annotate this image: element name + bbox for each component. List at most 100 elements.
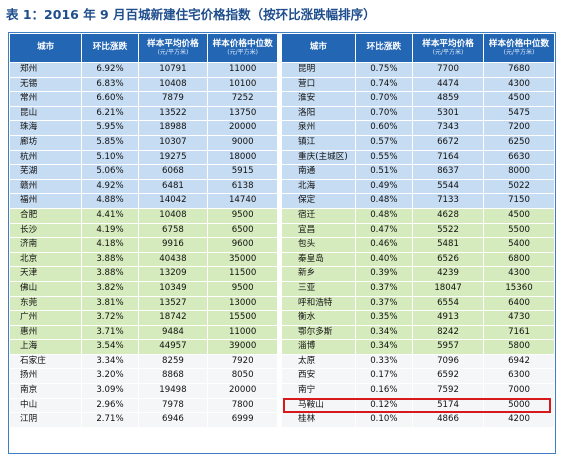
table-row: 桂林 0.10% 4866 4200	[281, 412, 555, 428]
median-price-cell: 13000	[207, 295, 278, 312]
avg-price-cell: 18742	[137, 310, 209, 326]
median-price-cell: 9000	[207, 134, 278, 151]
header-median-price: 样本价格中位数 (元/平方米)	[207, 33, 278, 63]
city-cell: 赣州	[9, 178, 83, 195]
table-row: 鄂尔多斯 0.34% 8242 7161	[281, 324, 555, 341]
table-row: 芜湖 5.06% 6068 5915	[9, 164, 278, 180]
median-price-cell: 5800	[483, 339, 555, 355]
city-cell: 昆明	[281, 62, 356, 78]
table-row: 南通 0.51% 8637 8000	[281, 164, 555, 180]
change-cell: 3.88%	[81, 266, 139, 282]
city-cell: 杭州	[9, 149, 83, 166]
city-cell: 合肥	[9, 207, 83, 224]
avg-price-cell: 19275	[137, 149, 209, 166]
column-divider	[278, 33, 281, 453]
change-cell: 0.47%	[354, 222, 414, 239]
table-row: 新乡 0.39% 4239 4300	[281, 266, 555, 282]
avg-price-cell: 5481	[412, 237, 484, 253]
city-cell: 营口	[281, 76, 356, 93]
city-cell: 洛阳	[281, 105, 356, 122]
avg-price-cell: 7133	[412, 193, 484, 209]
city-cell: 济南	[9, 237, 83, 253]
header-row: 城市 环比涨跌 样本平均价格 (元/平方米) 样本价格中位数 (元/平方米)	[9, 33, 278, 63]
city-cell: 珠海	[9, 120, 83, 136]
median-price-cell: 15360	[483, 280, 555, 297]
change-cell: 2.71%	[81, 412, 139, 428]
avg-price-cell: 10307	[137, 134, 209, 151]
median-price-cell: 4300	[483, 266, 555, 282]
city-cell: 福州	[9, 193, 83, 209]
table-row: 三亚 0.37% 18047 15360	[281, 280, 555, 297]
city-cell: 西安	[281, 368, 356, 385]
right-table-grid: 城市 环比涨跌 样本平均价格 (元/平方米) 样本价格中位数 (元/平方米) 昆明 0…	[281, 33, 555, 428]
table-row: 西安 0.17% 6592 6300	[281, 368, 555, 385]
change-cell: 6.92%	[81, 62, 139, 78]
median-price-cell: 5475	[483, 105, 555, 122]
city-cell: 廊坊	[9, 134, 83, 151]
avg-price-cell: 9916	[137, 237, 209, 253]
change-cell: 5.85%	[81, 134, 139, 151]
change-cell: 3.81%	[81, 295, 139, 312]
change-cell: 6.60%	[81, 91, 139, 107]
city-cell: 马鞍山	[281, 397, 356, 414]
median-price-cell: 9500	[207, 207, 278, 224]
avg-price-cell: 4859	[412, 91, 484, 107]
table-row: 长沙 4.19% 6758 6500	[9, 222, 278, 239]
price-index-table: 城市 环比涨跌 样本平均价格 (元/平方米) 样本价格中位数 (元/平方米) 郑州 6…	[8, 32, 556, 454]
table-row: 淮安 0.70% 4859 4500	[281, 91, 555, 107]
change-cell: 2.96%	[81, 397, 139, 414]
change-cell: 0.39%	[354, 266, 414, 282]
avg-price-cell: 10791	[137, 62, 209, 78]
city-cell: 三亚	[281, 280, 356, 297]
table-row: 秦皇岛 0.40% 6526 6800	[281, 251, 555, 268]
median-price-cell: 5500	[483, 222, 555, 239]
median-price-cell: 7200	[483, 120, 555, 136]
avg-price-cell: 8868	[137, 368, 209, 385]
change-cell: 3.71%	[81, 324, 139, 341]
avg-price-cell: 10408	[137, 76, 209, 93]
change-cell: 3.54%	[81, 339, 139, 355]
change-cell: 0.37%	[354, 280, 414, 297]
avg-price-cell: 14042	[137, 193, 209, 209]
avg-price-cell: 8637	[412, 164, 484, 180]
avg-price-cell: 6526	[412, 251, 484, 268]
right-table-body: 昆明 0.75% 7700 7680 营口 0.74% 4474 4300 淮安 0.70% 485…	[281, 62, 555, 428]
avg-price-cell: 4913	[412, 310, 484, 326]
city-cell: 惠州	[9, 324, 83, 341]
change-cell: 3.82%	[81, 280, 139, 297]
avg-price-cell: 6068	[137, 164, 209, 180]
city-cell: 长沙	[9, 222, 83, 239]
change-cell: 3.09%	[81, 383, 139, 399]
table-row: 上海 3.54% 44957 39000	[9, 339, 278, 355]
table-row: 宜昌 0.47% 5522 5500	[281, 222, 555, 239]
median-price-cell: 9500	[207, 280, 278, 297]
change-cell: 0.46%	[354, 237, 414, 253]
median-price-cell: 7920	[207, 353, 278, 370]
avg-price-cell: 18988	[137, 120, 209, 136]
table-row: 广州 3.72% 18742 15500	[9, 310, 278, 326]
median-price-cell: 6500	[207, 222, 278, 239]
header-city: 城市	[281, 33, 356, 63]
median-price-cell: 6400	[483, 295, 555, 312]
right-table: 城市 环比涨跌 样本平均价格 (元/平方米) 样本价格中位数 (元/平方米) 昆明 0…	[281, 33, 555, 453]
change-cell: 5.06%	[81, 164, 139, 180]
city-cell: 北京	[9, 251, 83, 268]
median-price-cell: 4300	[483, 76, 555, 93]
city-cell: 鄂尔多斯	[281, 324, 356, 341]
change-cell: 0.74%	[354, 76, 414, 93]
left-table: 城市 环比涨跌 样本平均价格 (元/平方米) 样本价格中位数 (元/平方米) 郑州 6…	[9, 33, 278, 453]
table-row: 昆山 6.21% 13522 13750	[9, 105, 278, 122]
table-row: 衡水 0.35% 4913 4730	[281, 310, 555, 326]
table-row: 重庆(主城区) 0.55% 7164 6630	[281, 149, 555, 166]
city-cell: 南宁	[281, 383, 356, 399]
city-cell: 昆山	[9, 105, 83, 122]
city-cell: 芜湖	[9, 164, 83, 180]
table-row: 无锡 6.83% 10408 10100	[9, 76, 278, 93]
median-price-cell: 20000	[207, 120, 278, 136]
median-price-cell: 7800	[207, 397, 278, 414]
table-row: 洛阳 0.70% 5301 5475	[281, 105, 555, 122]
avg-price-cell: 8242	[412, 324, 484, 341]
header-change: 环比涨跌	[81, 33, 139, 63]
change-cell: 0.37%	[354, 295, 414, 312]
change-cell: 0.60%	[354, 120, 414, 136]
